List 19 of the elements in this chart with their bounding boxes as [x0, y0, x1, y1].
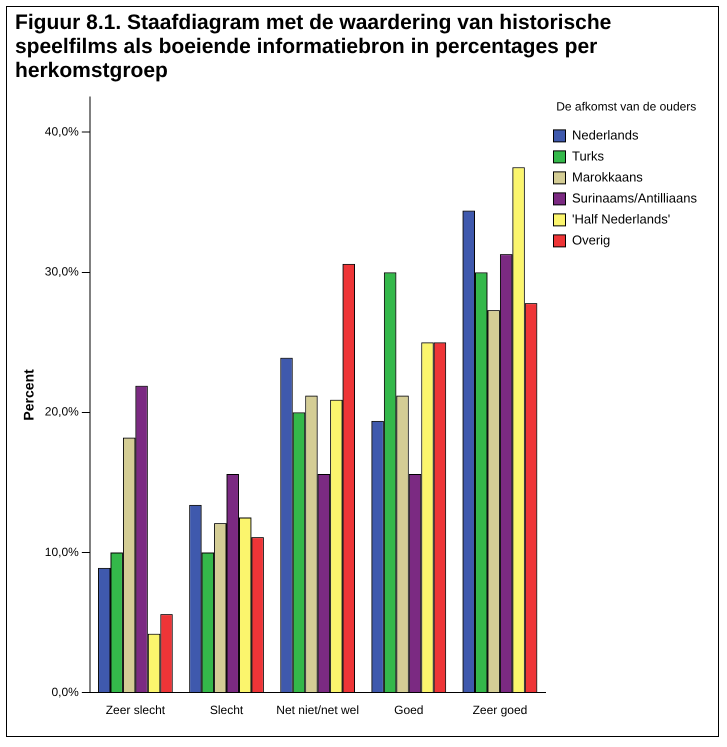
legend-label: Marokkaans — [572, 169, 644, 184]
x-tick-label: Slecht — [210, 703, 244, 718]
x-tick-label: Zeer goed — [472, 703, 528, 718]
y-tick-label: 30,0% — [44, 264, 80, 279]
y-tick-label: 20,0% — [44, 404, 80, 419]
y-axis-title: Percent — [20, 368, 36, 421]
y-tick-label: 0,0% — [51, 684, 80, 699]
legend-label: Overig — [572, 232, 610, 248]
legend-title: De afkomst van de ouders — [556, 99, 696, 114]
x-tick-label: Goed — [394, 703, 424, 718]
y-tick-label: 40,0% — [44, 124, 80, 139]
x-tick-label: Zeer slecht — [106, 703, 166, 718]
legend-label: Nederlands — [572, 127, 639, 142]
legend-label: Surinaams/Antilliaans — [572, 190, 698, 206]
y-tick-label: 10,0% — [44, 544, 80, 559]
legend-label: Turks — [572, 148, 605, 164]
x-tick-label: Net niet/net wel — [276, 703, 360, 718]
legend-label: 'Half Nederlands' — [572, 211, 670, 226]
chart-title: Figuur 8.1. Staafdiagram met de waardering van historische speelfilms als boeiende informatiebron in percentages per herkomstgroep — [14, 10, 612, 83]
